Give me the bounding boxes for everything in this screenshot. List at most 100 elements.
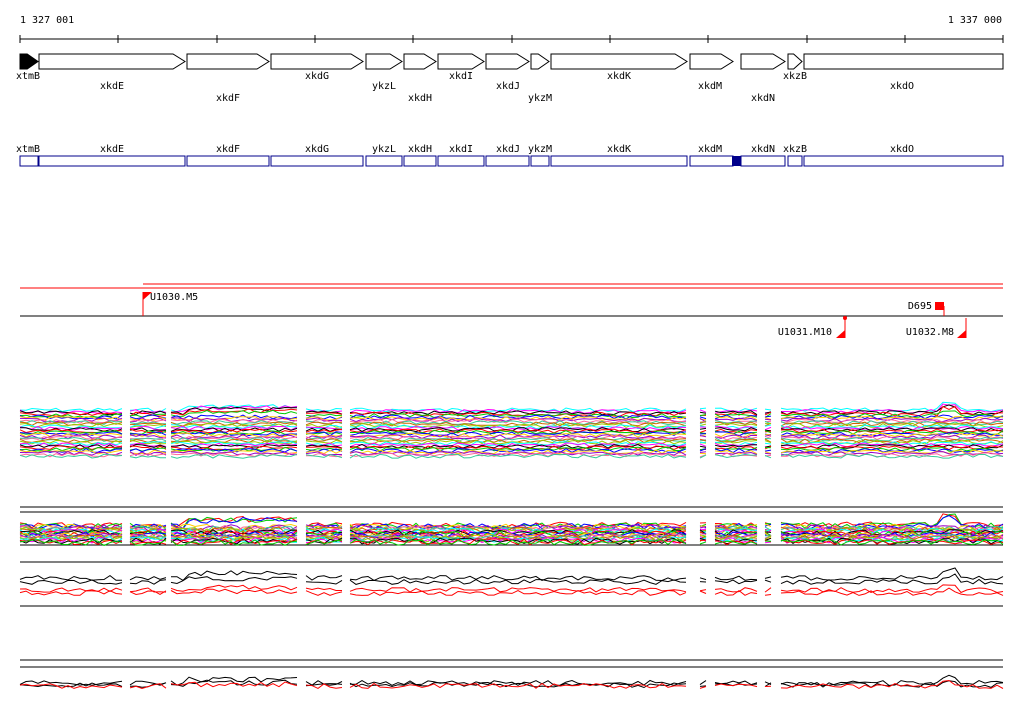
map-gene-label: ykzM xyxy=(528,144,552,155)
map-gene-box[interactable] xyxy=(403,155,437,167)
gene-label: xkdM xyxy=(698,81,722,92)
map-gene-box[interactable] xyxy=(803,155,1004,167)
gene-label: ykzM xyxy=(528,93,552,104)
gene-arrow-shape[interactable] xyxy=(550,53,688,70)
gene-label: xkdN xyxy=(751,93,775,104)
gene-label: xkdK xyxy=(607,71,631,82)
gene-label: xkdF xyxy=(216,93,240,104)
map-gene-label: xkzB xyxy=(783,144,807,155)
ruler-end-label: 1 337 000 xyxy=(948,15,1002,26)
map-gene-label: xkdJ xyxy=(496,144,520,155)
gene-arrow-shape[interactable] xyxy=(485,53,530,70)
gene-label: xkdH xyxy=(408,93,432,104)
gene-xkzB[interactable]: xkzB xyxy=(783,53,807,82)
map-gene-ykzL[interactable]: ykzL xyxy=(365,144,403,167)
profile-track-2 xyxy=(19,506,1004,547)
gene-label: xkdO xyxy=(890,81,914,92)
gene-arrow-shape[interactable] xyxy=(186,53,270,70)
gene-arrow-shape[interactable] xyxy=(38,53,186,70)
map-gene-box[interactable] xyxy=(270,155,364,167)
gene-label: xtmB xyxy=(16,71,40,82)
gene-label: xkdI xyxy=(449,71,473,82)
gene-arrow-shape[interactable] xyxy=(530,53,550,70)
gene-label: ykzL xyxy=(372,81,396,92)
gene-arrow-shape[interactable] xyxy=(403,53,437,70)
gene-xkdI[interactable]: xkdI xyxy=(437,53,485,82)
map-gene-label: xkdO xyxy=(890,144,914,155)
gene-xkdH[interactable]: xkdH xyxy=(403,53,437,104)
gene-xkdE[interactable]: xkdE xyxy=(38,53,186,92)
map-gene-label: xkdG xyxy=(305,144,329,155)
map-gene-box[interactable] xyxy=(437,155,485,167)
map-gene-label: xkdM xyxy=(698,144,722,155)
map-gene-box[interactable] xyxy=(787,155,803,167)
map-gene-label: xkdH xyxy=(408,144,432,155)
gene-label: xkdJ xyxy=(496,81,520,92)
profile-track-1 xyxy=(19,401,1004,459)
map-gene-box[interactable] xyxy=(530,155,550,167)
gene-arrow-shape[interactable] xyxy=(689,53,734,70)
map-gene-box[interactable] xyxy=(689,155,734,167)
feature-label: U1030.M5 xyxy=(150,292,198,303)
gene-arrow-shape[interactable] xyxy=(270,53,364,70)
gene-label: xkdE xyxy=(100,81,124,92)
gene-arrow-shape[interactable] xyxy=(365,53,403,70)
gene-arrow-shape[interactable] xyxy=(787,53,803,70)
map-gene-label: xkdE xyxy=(100,144,124,155)
map-gene-xkdN[interactable]: xkdN xyxy=(740,144,786,167)
map-gene-xkdM[interactable]: xkdM xyxy=(689,144,734,167)
gene-xkdO[interactable]: xkdO xyxy=(803,53,1004,92)
expression-profile-tracks xyxy=(19,401,1004,690)
feature-d695[interactable]: D695 xyxy=(908,301,945,316)
gene-arrow-shape[interactable] xyxy=(19,53,39,70)
gene-arrow-shape[interactable] xyxy=(803,53,1004,70)
gene-ykzL[interactable]: ykzL xyxy=(365,53,403,92)
gene-xtmB[interactable]: xtmB xyxy=(16,53,40,82)
feature-label: U1031.M10 xyxy=(778,327,832,338)
map-gene-xkdH[interactable]: xkdH xyxy=(403,144,437,167)
gene-xkdJ[interactable]: xkdJ xyxy=(485,53,530,92)
feature-u1032-m8[interactable]: U1032.M8 xyxy=(906,318,967,338)
gene-xkdF[interactable]: xkdF xyxy=(186,53,270,104)
map-gene-label: ykzL xyxy=(372,144,396,155)
gene-arrow-shape[interactable] xyxy=(437,53,485,70)
map-gene-box[interactable] xyxy=(550,155,688,167)
map-gene-box[interactable] xyxy=(186,155,270,167)
gene-arrow-track: xtmB xkdE xkdF xkdG ykzL xkdH xkdI xkdJ ykzM xkdK… xyxy=(16,53,1004,104)
feature-u1030-m5[interactable]: U1030.M5 xyxy=(142,292,198,316)
feature-track: U1030.M5 D695 U1031.M10 U1032.M8 xyxy=(20,283,1003,338)
gene-xkdK[interactable]: xkdK xyxy=(550,53,688,82)
map-gene-box[interactable] xyxy=(19,155,39,167)
gene-label: xkzB xyxy=(783,71,807,82)
coordinate-ruler: 1 327 001 1 337 000 xyxy=(19,15,1004,43)
gene-ykzM[interactable]: ykzM xyxy=(528,53,552,104)
map-gene-xkzB[interactable]: xkzB xyxy=(783,144,807,167)
gene-arrow-shape[interactable] xyxy=(740,53,786,70)
map-gene-xkdG[interactable]: xkdG xyxy=(270,144,364,167)
map-gene-label: xkdF xyxy=(216,144,240,155)
feature-label: U1032.M8 xyxy=(906,327,954,338)
map-highlight-block xyxy=(732,156,741,166)
profile-track-3 xyxy=(19,561,1004,607)
map-gene-xtmB[interactable]: xtmB xyxy=(16,144,40,167)
map-gene-xkdO[interactable]: xkdO xyxy=(803,144,1004,167)
map-gene-ykzM[interactable]: ykzM xyxy=(528,144,552,167)
map-gene-label: xkdI xyxy=(449,144,473,155)
gene-label: xkdG xyxy=(305,71,329,82)
map-gene-label: xkdK xyxy=(607,144,631,155)
map-gene-box[interactable] xyxy=(38,155,186,167)
map-gene-box[interactable] xyxy=(485,155,530,167)
map-gene-xkdF[interactable]: xkdF xyxy=(186,144,270,167)
map-gene-xkdJ[interactable]: xkdJ xyxy=(485,144,530,167)
gene-xkdG[interactable]: xkdG xyxy=(270,53,364,82)
gene-map-track: xtmB xkdE xkdF xkdG ykzL xkdH xkdI xkdJ ykzM xkdK… xyxy=(16,144,1004,167)
gene-xkdN[interactable]: xkdN xyxy=(740,53,786,104)
feature-u1031-m10[interactable]: U1031.M10 xyxy=(778,316,847,338)
map-gene-xkdE[interactable]: xkdE xyxy=(38,144,186,167)
map-gene-box[interactable] xyxy=(365,155,403,167)
gene-xkdM[interactable]: xkdM xyxy=(689,53,734,92)
map-gene-xkdI[interactable]: xkdI xyxy=(437,144,485,167)
map-gene-box[interactable] xyxy=(740,155,786,167)
map-gene-xkdK[interactable]: xkdK xyxy=(550,144,688,167)
